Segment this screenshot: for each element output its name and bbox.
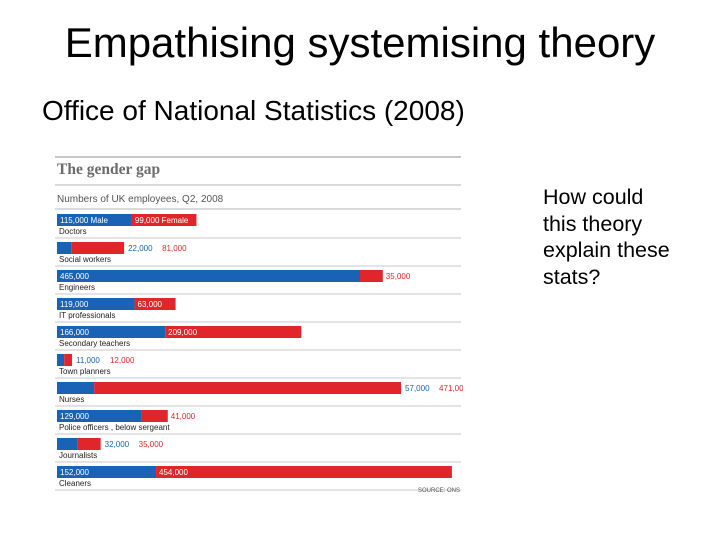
source-note: SOURCE: ONS xyxy=(418,488,460,494)
chart-title: The gender gap xyxy=(57,161,160,178)
category-label: Police officers , below sergeant xyxy=(59,423,170,432)
bar-label-female: 209,000 xyxy=(168,328,197,337)
category-label: Cleaners xyxy=(59,479,91,488)
bar-male xyxy=(57,298,135,310)
bar-label-female: 63,000 xyxy=(138,300,163,309)
bar-male xyxy=(57,354,65,366)
category-label: Secondary teachers xyxy=(59,339,130,348)
bar-label-male: 57,000 xyxy=(405,384,430,393)
bar-female xyxy=(360,270,383,282)
bar-label-female: 454,000 xyxy=(159,468,188,477)
chart-canvas: The gender gap Numbers of UK employees, … xyxy=(55,156,463,494)
category-label: Journalists xyxy=(59,451,97,460)
bar-female xyxy=(165,326,302,338)
bar-male xyxy=(57,326,166,338)
bar-label-female: 35,000 xyxy=(386,272,411,281)
bar-label-male: 129,000 xyxy=(60,412,89,421)
bar-male xyxy=(57,438,78,450)
bar-label-male: 22,000 xyxy=(128,244,153,253)
bar-label-female: 12,000 xyxy=(110,356,135,365)
bar-female xyxy=(77,438,101,450)
bar-label-male: 32,000 xyxy=(105,440,130,449)
bar-female xyxy=(131,214,197,226)
bar-male xyxy=(57,214,132,226)
bar-label-female: 35,000 xyxy=(139,440,164,449)
question-text: How could this theory explain these stat… xyxy=(543,185,670,289)
bar-female xyxy=(94,382,402,394)
bar-label-male: 166,000 xyxy=(60,328,89,337)
gender-gap-chart: The gender gap Numbers of UK employees, … xyxy=(55,155,463,495)
bar-label-male: 465,000 xyxy=(60,272,89,281)
bar-label-male: 115,000 Male xyxy=(60,216,108,225)
bar-label-male: 11,000 xyxy=(76,356,100,365)
bar-female xyxy=(156,466,452,478)
bar-label-male: 119,000 xyxy=(60,300,89,309)
category-label: Doctors xyxy=(59,227,87,236)
bar-male xyxy=(57,382,95,394)
bar-label-female: 99,000 Female xyxy=(135,216,189,225)
slide-title: Empathising systemising theory xyxy=(64,19,656,66)
bar-label-female: 41,000 xyxy=(171,412,196,421)
chart-subtitle: Numbers of UK employees, Q2, 2008 xyxy=(57,194,224,205)
bar-male xyxy=(57,270,360,282)
bar-label-female: 471,000 xyxy=(439,384,463,393)
bar-female xyxy=(64,354,72,366)
bar-label-female: 81,000 xyxy=(162,244,187,253)
bar-label-male: 152,000 xyxy=(60,468,89,477)
bar-male xyxy=(57,410,142,422)
category-label: Town planners xyxy=(59,367,111,376)
category-label: IT professionals xyxy=(59,311,115,320)
bars-group: 115,000 Male 99,000 Female Doctors 22,000 81… xyxy=(55,214,463,491)
bar-female xyxy=(71,242,125,254)
slide-subtitle: Office of National Statistics (2008) xyxy=(42,95,465,126)
bar-female xyxy=(141,410,168,422)
category-label: Social workers xyxy=(59,255,111,264)
bar-male xyxy=(57,466,157,478)
bar-male xyxy=(57,242,72,254)
category-label: Engineers xyxy=(59,283,95,292)
category-label: Nurses xyxy=(59,395,84,404)
bar-female xyxy=(134,298,176,310)
